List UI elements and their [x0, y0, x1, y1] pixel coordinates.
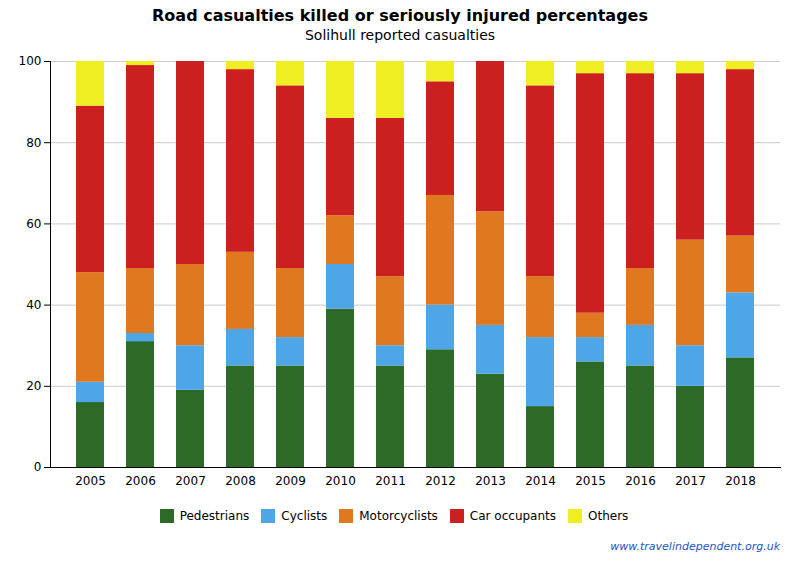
svg-text:2005: 2005 — [75, 474, 106, 488]
svg-text:2011: 2011 — [375, 474, 406, 488]
svg-text:60: 60 — [26, 217, 41, 231]
svg-text:80: 80 — [26, 136, 41, 150]
svg-text:2016: 2016 — [625, 474, 656, 488]
svg-text:2008: 2008 — [225, 474, 256, 488]
html-text:Road casualties killed or seri: Road casualties killed or seriously inju… — [152, 6, 648, 25]
svg-text:2014: 2014 — [525, 474, 556, 488]
svg-text:40: 40 — [26, 298, 41, 312]
svg-text:0: 0 — [34, 460, 42, 474]
svg-text:2017: 2017 — [675, 474, 706, 488]
svg-text:100: 100 — [19, 54, 42, 68]
svg-text:2007: 2007 — [175, 474, 206, 488]
html-text:Car occupants: Car occupants — [469, 508, 556, 523]
html-text:Solihull reported casualties: Solihull reported casualties — [304, 27, 496, 43]
svg-text:2010: 2010 — [325, 474, 356, 488]
svg-text:2009: 2009 — [275, 474, 306, 488]
html-text:Others: Others — [588, 508, 629, 523]
svg-text:2018: 2018 — [725, 474, 756, 488]
svg-text:20: 20 — [26, 379, 41, 393]
html-text:Cyclists: Cyclists — [281, 508, 328, 523]
svg-text:2012: 2012 — [425, 474, 456, 488]
html-text:Pedestrians: Pedestrians — [179, 508, 250, 523]
html-text:Motorcyclists: Motorcyclists — [359, 508, 438, 523]
svg-text:2013: 2013 — [475, 474, 506, 488]
svg-text:2015: 2015 — [575, 474, 606, 488]
html-text:www.travelindependent.org.uk: www.travelindependent.org.uk — [610, 540, 780, 553]
svg-text:2006: 2006 — [125, 474, 156, 488]
